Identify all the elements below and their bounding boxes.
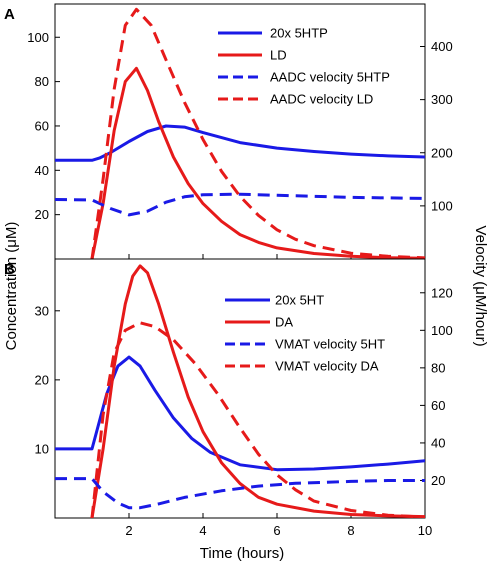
series-line-vmat-velocity-5ht	[55, 477, 425, 510]
legend-label: VMAT velocity 5HT	[275, 337, 385, 352]
legend-label: LD	[270, 48, 287, 63]
left-tick-label: 10	[35, 441, 49, 456]
left-tick-label: 60	[35, 118, 49, 133]
right-tick-label: 60	[431, 398, 445, 413]
left-tick-label: 40	[35, 163, 49, 178]
y-axis-label-right: Velocity (μM/hour)	[472, 225, 489, 346]
right-tick-label: 100	[431, 323, 453, 338]
right-tick-label: 40	[431, 435, 445, 450]
panel-a: A 20 40 60 80 100 100 200 300 400 20x 5HTP LD AADC v…	[4, 3, 453, 260]
left-tick-label: 20	[35, 372, 49, 387]
legend-label: 20x 5HT	[275, 293, 324, 308]
right-tick-label: 400	[431, 39, 453, 54]
x-axis-label: Time (hours)	[200, 545, 284, 562]
series-line-aadc-velocity-ld	[90, 7, 425, 259]
x-tick-label: 6	[273, 523, 280, 538]
right-tick-label: 120	[431, 285, 453, 300]
x-tick-label: 2	[125, 523, 132, 538]
panel-letter: A	[4, 6, 15, 23]
series-line-20x-5ht	[55, 355, 425, 472]
panel-letter: B	[4, 261, 15, 278]
series-line-ld	[90, 66, 425, 259]
legend-label: AADC velocity LD	[270, 92, 373, 107]
right-tick-label: 20	[431, 473, 445, 488]
series-line-da	[90, 264, 425, 518]
left-tick-label: 20	[35, 207, 49, 222]
legend-label: VMAT velocity DA	[275, 359, 379, 374]
y-axis-label-left: Concentration (μM)	[3, 222, 20, 351]
legend-label: 20x 5HTP	[270, 26, 328, 41]
series-line-20x-5htp	[55, 124, 425, 162]
right-tick-label: 100	[431, 198, 453, 213]
series-line-aadc-velocity-5htp	[55, 192, 425, 217]
plot-frame	[54, 3, 426, 260]
series-line-vmat-velocity-da	[90, 321, 425, 518]
plot-frame	[54, 258, 426, 519]
right-tick-label: 300	[431, 92, 453, 107]
x-tick-label: 8	[347, 523, 354, 538]
legend-label: DA	[275, 315, 293, 330]
left-tick-label: 100	[27, 30, 49, 45]
legend-label: AADC velocity 5HTP	[270, 70, 390, 85]
x-tick-label: 4	[199, 523, 206, 538]
left-tick-label: 30	[35, 303, 49, 318]
left-tick-label: 80	[35, 74, 49, 89]
panel-b: B 10 20 30 20 40 60 80 100 120 2 4 6 8 10 20x 5HT DA VMAT…	[4, 258, 453, 538]
right-tick-label: 80	[431, 360, 445, 375]
right-tick-label: 200	[431, 145, 453, 160]
x-tick-label: 10	[418, 523, 432, 538]
